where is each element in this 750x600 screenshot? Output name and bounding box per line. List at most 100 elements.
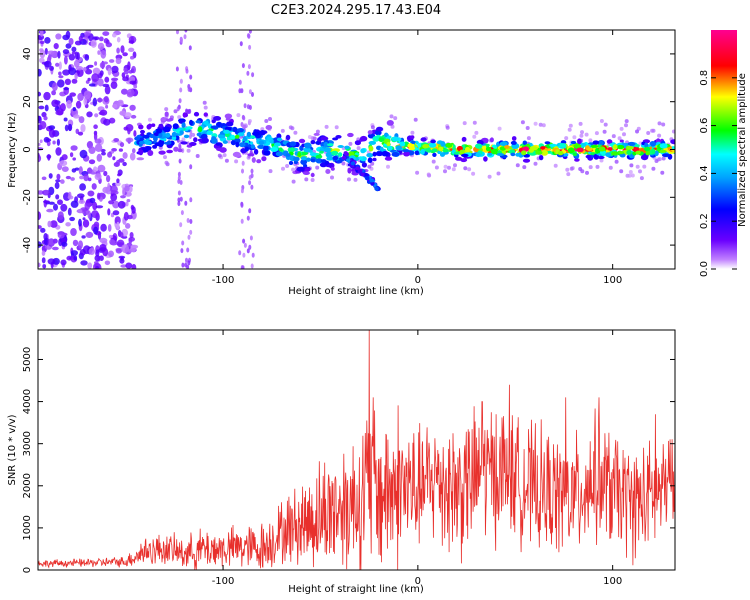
spectrogram-noise-cell (87, 77, 91, 82)
spectrogram-halo-cell (538, 122, 543, 127)
spectrogram-ridge-cell (459, 149, 465, 156)
spectrogram-noise-cell (96, 192, 101, 200)
spectrogram-halo-cell (370, 161, 375, 166)
spectrogram-halo-cell (624, 119, 629, 124)
spectrogram-noise-cell (47, 258, 56, 265)
spectrogram-noise-cell (131, 264, 137, 269)
spectrogram-noise-cell (83, 67, 87, 72)
spectrogram-halo-cell (431, 159, 436, 164)
spectrogram-halo-cell (622, 132, 626, 137)
snr-y-ticks: 0 1000 2000 3000 4000 5000 (22, 347, 675, 573)
spectrogram-noise-cell (93, 124, 98, 129)
colorbar-tick-label: 0.0 (699, 261, 710, 277)
spectrogram-noise-cell (120, 45, 125, 54)
spectrogram-y-tick-label: 40 (22, 48, 33, 61)
spectrogram-halo-cell (580, 130, 584, 135)
spectrogram-halo-cell (588, 165, 593, 170)
spectrogram-noise-cell (116, 36, 121, 43)
spectrogram-noise-cell (65, 175, 71, 180)
colorbar-tick-label: 0.6 (699, 118, 710, 134)
spectrogram-noise-cell (128, 70, 133, 74)
spectrogram-ridge-cell (585, 154, 592, 159)
spectrogram-ridge-cell (158, 150, 166, 155)
spectrogram-noise-cell (111, 65, 119, 74)
spectrogram-noise-cell (58, 61, 62, 70)
spectrogram-ridge-cell (577, 138, 582, 145)
spectrogram-ridge-cell (358, 156, 364, 160)
spectrogram-x-tick-label: 0 (415, 275, 421, 286)
spectrogram-ridge-cell (173, 146, 179, 152)
spectrogram-ridge-cell (226, 121, 234, 127)
spectrogram-noise-cell (120, 256, 124, 261)
spectrogram-noise-cell (78, 218, 82, 227)
spectrogram-halo-cell (522, 165, 527, 170)
spectrogram-noise-cell (91, 210, 99, 219)
spectrogram-noise-cell (94, 255, 101, 262)
spectrogram-ridge-cell (218, 134, 226, 139)
spectrogram-noise-cell (113, 138, 120, 142)
spectrogram-halo-cell (611, 134, 616, 139)
spectrogram-y-tick-label: 20 (22, 95, 33, 108)
spectrogram-ridge-cell (313, 132, 320, 136)
spectrogram-noise-cell (107, 151, 113, 158)
spectrogram-streak-cell (246, 33, 250, 39)
spectrogram-y-tick-label: -20 (22, 189, 33, 205)
spectrogram-ridge-cell (219, 147, 227, 153)
spectrogram-streak-cell (242, 238, 246, 244)
spectrogram-ridge-cell (511, 136, 517, 141)
spectrogram-noise-cell (104, 76, 110, 83)
spectrogram-halo-cell (619, 169, 624, 174)
spectrogram-noise-cell (117, 200, 126, 209)
spectrogram-noise-cell (106, 175, 111, 183)
snr-y-tick-label: 2000 (22, 473, 33, 498)
spectrogram-ridge-cell (158, 123, 164, 128)
spectrogram-halo-cell (635, 129, 639, 134)
spectrogram-noise-cell (110, 185, 118, 193)
spectrogram-streak-cell (248, 44, 252, 50)
spectrogram-noise-cell (80, 260, 88, 266)
spectrogram-ridge-cell (395, 145, 403, 151)
spectrogram-noise-cell (68, 191, 72, 199)
spectrogram-ridge-cell (303, 147, 311, 153)
spectrogram-ridge-cell (149, 133, 155, 139)
spectrogram-streak-cell (251, 72, 255, 78)
spectrogram-halo-cell (671, 129, 675, 134)
spectrogram-noise-cell (55, 33, 62, 40)
spectrogram-ridge-cell (572, 152, 578, 157)
spectrogram-ridge-cell (337, 145, 344, 148)
spectrogram-ridge-cell (297, 152, 302, 157)
spectrogram-ridge-cell (475, 143, 483, 149)
spectrogram-ridge-cell (570, 140, 577, 145)
snr-y-label: SNR (10 * v/v) (7, 414, 18, 485)
spectrogram-noise-cell (94, 36, 100, 41)
spectrogram-noise-cell (41, 111, 47, 118)
spectrogram-halo-cell (635, 164, 640, 169)
spectrogram-ridge-cell (410, 135, 415, 140)
spectrogram-ridge-cell (263, 145, 269, 152)
spectrogram-ridge-cell (367, 157, 373, 163)
spectrogram-ridge-cell (252, 131, 260, 136)
spectrogram-ridge-cell (607, 147, 613, 152)
spectrogram-ridge-cell (347, 132, 354, 138)
spectrogram-ridge-cell (559, 143, 567, 148)
spectrogram-ridge-cell (289, 141, 297, 147)
spectrogram-streak-cell (175, 66, 179, 72)
spectrogram-ridge-cell (224, 113, 233, 119)
spectrogram-ridge-cell (541, 150, 549, 156)
spectrogram-halo-cell (642, 164, 647, 169)
spectrogram-ridge-cell (422, 144, 430, 149)
spectrogram-halo-cell (163, 155, 167, 160)
spectrogram-halo-cell (651, 166, 656, 171)
spectrogram-ridge-cell (215, 142, 221, 146)
spectrogram-ridge-cell (300, 151, 309, 156)
spectrogram-halo-cell (628, 170, 633, 174)
spectrogram-ridge-cell (177, 148, 183, 153)
spectrogram-halo-cell (217, 153, 222, 158)
spectrogram-halo-cell (264, 119, 269, 123)
spectrogram-halo-cell (268, 169, 273, 174)
spectrogram-noise-cell (48, 173, 53, 179)
spectrogram-branch-cell (374, 186, 379, 191)
spectrogram-noise-cell (116, 47, 120, 54)
spectrogram-halo-cell (661, 156, 666, 161)
spectrogram-noise-cell (62, 49, 70, 55)
